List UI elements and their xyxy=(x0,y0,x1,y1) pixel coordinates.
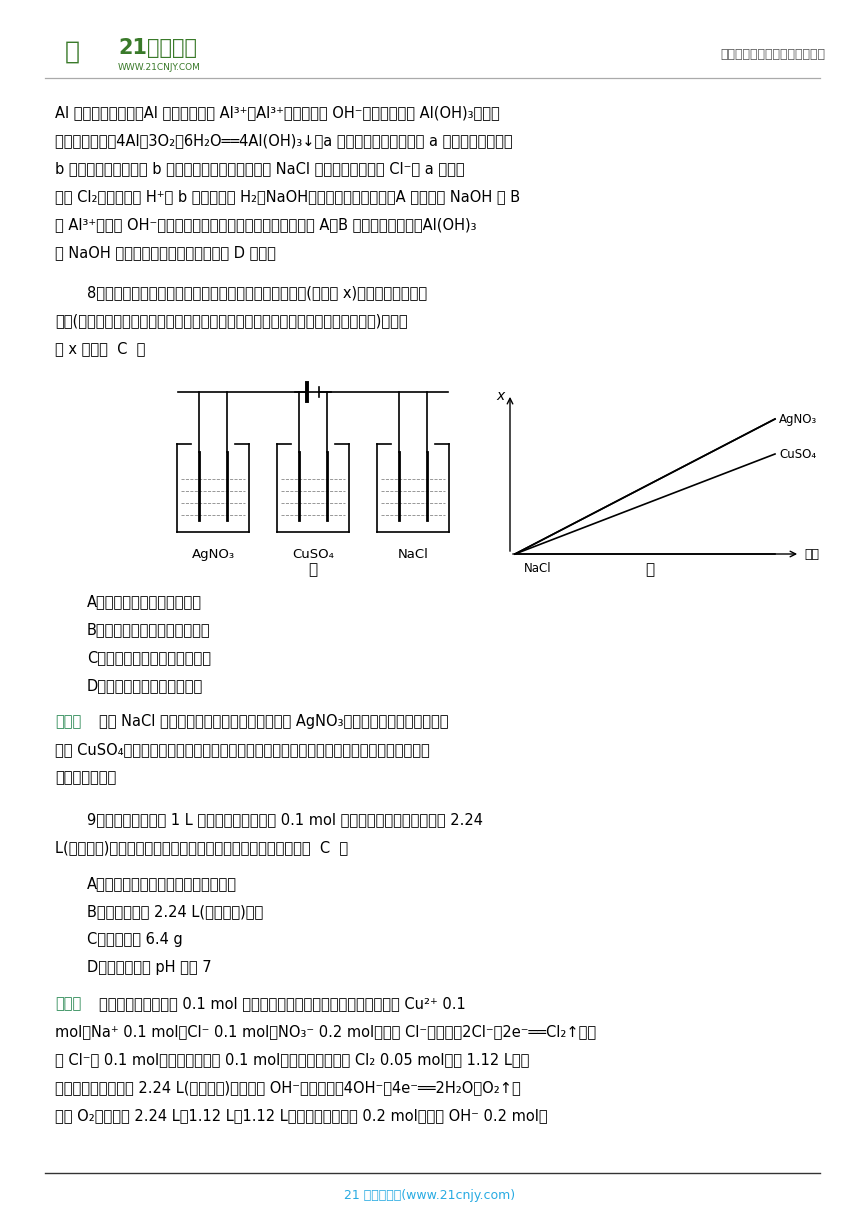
Text: WWW.21CNJY.COM: WWW.21CNJY.COM xyxy=(118,62,201,72)
Text: 含硝酸铜和氯化钠各 0.1 mol 的混合溶液中，各离子的物质的量分别为 Cu²⁺ 0.1: 含硝酸铜和氯化钠各 0.1 mol 的混合溶液中，各离子的物质的量分别为 Cu²… xyxy=(99,996,466,1010)
Text: 电解 NaCl 溶液时阴、阳极都产生气体，电解 AgNO₃溶液时阴极上产生单质银，: 电解 NaCl 溶液时阴、阳极都产生气体，电解 AgNO₃溶液时阴极上产生单质银… xyxy=(99,714,449,730)
Text: 电解 CuSO₄溶液时阴极上产生单质铜，所以随着电解的进行，阴极质量的增加量有如题中图: 电解 CuSO₄溶液时阴极上产生单质铜，所以随着电解的进行，阴极质量的增加量有如… xyxy=(55,742,430,758)
Text: 放出 O₂的体积为 2.24 L－1.12 L＝1.12 L，此时电子转移了 0.2 mol，消耗 OH⁻ 0.2 mol，: 放出 O₂的体积为 2.24 L－1.12 L＝1.12 L，此时电子转移了 0… xyxy=(55,1108,548,1124)
Text: L(标准状况)气体时，假设溶液的体积不变，下列说法正确的是（  C  ）: L(标准状况)气体时，假设溶液的体积不变，下列说法正确的是（ C ） xyxy=(55,840,348,855)
Text: 解析：: 解析： xyxy=(55,714,81,730)
Text: NaCl: NaCl xyxy=(525,562,552,574)
Text: D．各电极上放电的离子总数: D．各电极上放电的离子总数 xyxy=(87,679,203,693)
Text: 🏃: 🏃 xyxy=(64,40,79,64)
Text: 量 x 表示（  C  ）: 量 x 表示（ C ） xyxy=(55,340,145,356)
Text: 据题意知，阳极生成 2.24 L(标准状况)气体，故 OH⁻继续放电：4OH⁻－4e⁻══2H₂O＋O₂↑，: 据题意知，阳极生成 2.24 L(标准状况)气体，故 OH⁻继续放电：4OH⁻－… xyxy=(55,1080,521,1094)
Text: C．各电解池阴极质量的增加量: C．各电解池阴极质量的增加量 xyxy=(87,651,211,665)
Text: A．各电解池析出气体的体积: A．各电解池析出气体的体积 xyxy=(87,593,202,609)
Text: A．电解过程中溶液中有蓝色沉淀生成: A．电解过程中溶液中有蓝色沉淀生成 xyxy=(87,876,237,891)
Text: CuSO₄: CuSO₄ xyxy=(779,447,816,461)
Text: x: x xyxy=(496,389,504,402)
Text: AgNO₃: AgNO₃ xyxy=(779,412,817,426)
Text: C．阴极增重 6.4 g: C．阴极增重 6.4 g xyxy=(87,931,182,947)
Text: AgNO₃: AgNO₃ xyxy=(192,548,235,561)
Text: 中小学教育资源及组卷应用平台: 中小学教育资源及组卷应用平台 xyxy=(720,49,825,62)
Text: b 与电池负极相连，故 b 为电解池的阴极，电解饱和 NaCl 溶液时，溶液中的 Cl⁻在 a 极放电: b 与电池负极相连，故 b 为电解池的阴极，电解饱和 NaCl 溶液时，溶液中的… xyxy=(55,161,464,176)
Text: 8．如图乙所示是根据图甲的电解池进行电解时，某个量(纵坐标 x)随时间变化的函数: 8．如图乙所示是根据图甲的电解池进行电解时，某个量(纵坐标 x)随时间变化的函数 xyxy=(87,285,427,300)
Text: 21世纪教育: 21世纪教育 xyxy=(118,38,197,58)
Text: B．各电解池阳极质量的增加量: B．各电解池阳极质量的增加量 xyxy=(87,623,211,637)
Text: 时间: 时间 xyxy=(804,547,820,561)
Text: 乙所示的变化。: 乙所示的变化。 xyxy=(55,770,116,786)
Text: 9．用石墨电极电解 1 L 含硝酸铜和氯化钠各 0.1 mol 的混合溶液，当阳极上生成 2.24: 9．用石墨电极电解 1 L 含硝酸铜和氯化钠各 0.1 mol 的混合溶液，当阳… xyxy=(87,812,483,827)
Text: Al 为原电池的负极，Al 失去电子生成 Al³⁺，Al³⁺与溶液中的 OH⁻反应生成白色 Al(OH)₃沉淀，: Al 为原电池的负极，Al 失去电子生成 Al³⁺，Al³⁺与溶液中的 OH⁻反… xyxy=(55,105,500,120)
Text: 解析：: 解析： xyxy=(55,996,81,1010)
Text: NaCl: NaCl xyxy=(397,548,428,561)
Text: CuSO₄: CuSO₄ xyxy=(292,548,334,561)
Text: B．阴极也产生 2.24 L(标准状况)气体: B．阴极也产生 2.24 L(标准状况)气体 xyxy=(87,903,263,919)
Text: D．所得溶液的 pH 大于 7: D．所得溶液的 pH 大于 7 xyxy=(87,959,212,975)
Text: 21 世纪教育网(www.21cnjy.com): 21 世纪教育网(www.21cnjy.com) xyxy=(345,1189,515,1203)
Text: 乙: 乙 xyxy=(646,562,654,578)
Text: 图像(各电解池都用石墨作电极，不考虑电解过程中溶液浓度变化对电极反应的影响)，这个: 图像(各电解池都用石墨作电极，不考虑电解过程中溶液浓度变化对电极反应的影响)，这… xyxy=(55,313,408,328)
Text: 于 Cl⁻仅 0.1 mol，故电子转移了 0.1 mol，标准状况下放出 Cl₂ 0.05 mol，即 1.12 L。根: 于 Cl⁻仅 0.1 mol，故电子转移了 0.1 mol，标准状况下放出 Cl… xyxy=(55,1052,530,1066)
Text: 电池总反应为：4Al＋3O₂＋6H₂O══4Al(OH)₃↓，a 与电池的正极相连，故 a 为电解池的阳极，: 电池总反应为：4Al＋3O₂＋6H₂O══4Al(OH)₃↓，a 与电池的正极相… xyxy=(55,133,513,148)
Text: 甲: 甲 xyxy=(309,562,317,578)
Text: 生成 Cl₂，溶液中的 H⁺在 b 极放电生成 H₂、NaOH，根据得失电子守恒，A 中产生的 NaOH 与 B: 生成 Cl₂，溶液中的 H⁺在 b 极放电生成 H₂、NaOH，根据得失电子守恒… xyxy=(55,188,520,204)
Text: mol，Na⁺ 0.1 mol，Cl⁻ 0.1 mol，NO₃⁻ 0.2 mol。阳极 Cl⁻先放电：2Cl⁻－2e⁻══Cl₂↑，由: mol，Na⁺ 0.1 mol，Cl⁻ 0.1 mol，NO₃⁻ 0.2 mol… xyxy=(55,1024,596,1038)
Text: 中 Al³⁺结合的 OH⁻物质的量相等，所以电解一段时间后，将 A、B 混合并充分振荡，Al(OH)₃: 中 Al³⁺结合的 OH⁻物质的量相等，所以电解一段时间后，将 A、B 混合并充… xyxy=(55,216,476,232)
Text: 与 NaOH 反应而溶解。综合上述知选项 D 正确。: 与 NaOH 反应而溶解。综合上述知选项 D 正确。 xyxy=(55,244,276,260)
